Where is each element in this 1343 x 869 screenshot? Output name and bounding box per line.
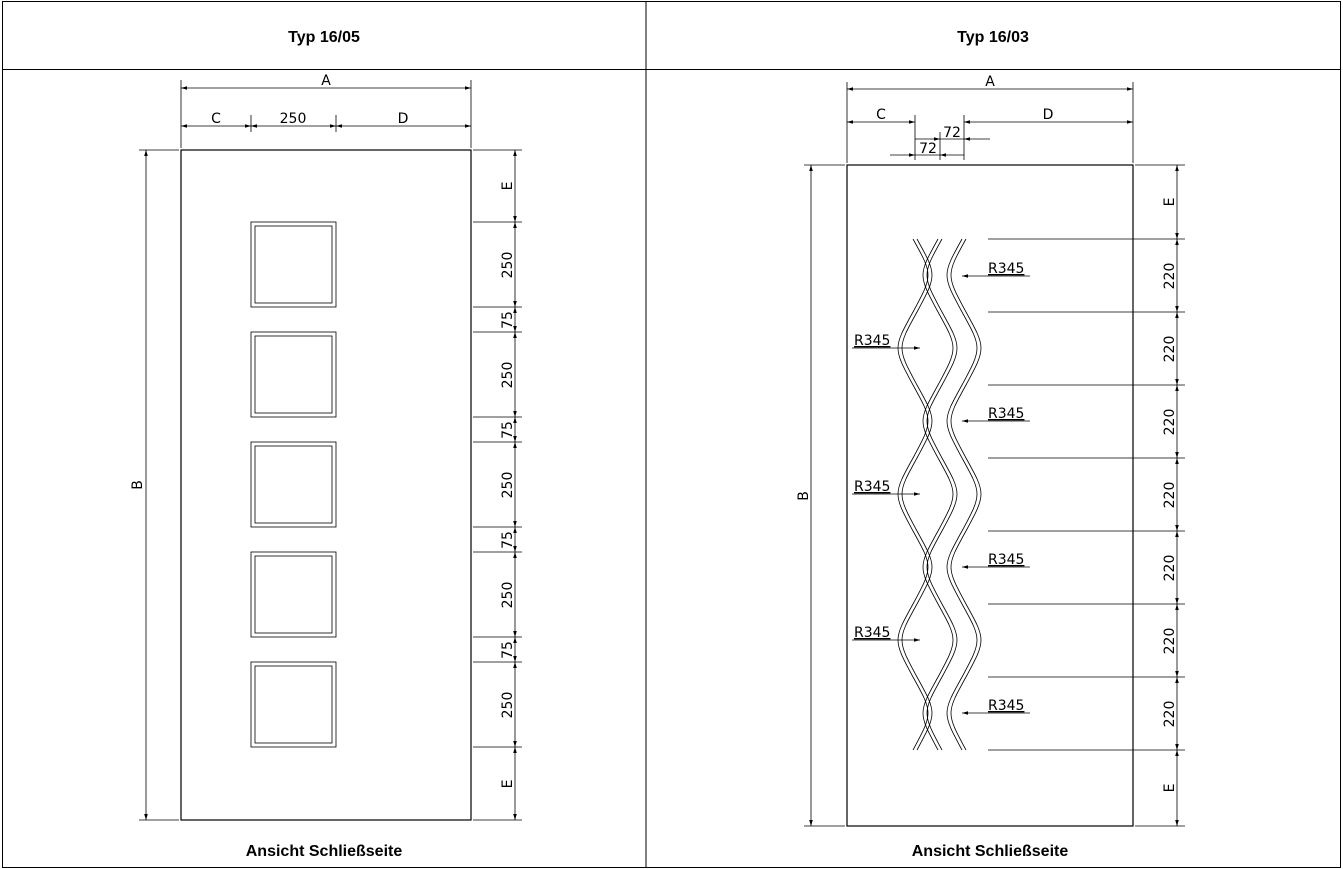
dim-b: B (796, 164, 845, 827)
window (250, 551, 337, 638)
window (250, 221, 337, 308)
dim-label-segment: 220 (1162, 701, 1178, 728)
radius-label: R345 (988, 406, 1024, 422)
windows (250, 221, 337, 748)
radius-callouts: R345 R345 R345 R345 R345 R345 R345 (852, 261, 1030, 715)
dim-label-e-bottom: E (500, 780, 516, 789)
panel-title-left: Typ 16/05 (288, 29, 360, 46)
door-drawing-16-05: A C 250 D B (130, 73, 522, 860)
dim-chain-right: E 250 75 250 75 250 75 250 75 250 E (473, 149, 522, 821)
dim-label-gap: 75 (500, 641, 516, 659)
dim-a: A (846, 74, 1134, 163)
dim-label-c: C (211, 111, 221, 127)
dim-label-window-width: 250 (280, 111, 307, 127)
door-outline (180, 149, 472, 821)
panel-caption-right: Ansicht Schließseite (912, 843, 1069, 860)
dim-label-e-top: E (500, 182, 516, 191)
dim-label-e-bottom: E (1162, 784, 1178, 793)
dim-row-cd: C D (847, 107, 1133, 160)
window (250, 331, 337, 418)
dim-label-window-height: 250 (500, 362, 516, 389)
dim-label-b: B (130, 480, 146, 490)
door-drawing-16-03: A C D 72 72 B (796, 74, 1185, 860)
dim-label-a: A (321, 73, 331, 89)
dim-label-window-height: 250 (500, 472, 516, 499)
dim-label-gap: 75 (500, 531, 516, 549)
radius-label: R345 (988, 552, 1024, 568)
dim-label-d: D (398, 111, 409, 127)
window (250, 661, 337, 748)
dim-label-segment: 220 (1162, 482, 1178, 509)
panel-caption-left: Ansicht Schließseite (246, 843, 403, 860)
dim-label-e-top: E (1162, 198, 1178, 207)
dim-label-gap: 75 (500, 311, 516, 329)
radius-label: R345 (988, 261, 1024, 277)
radius-label: R345 (854, 333, 890, 349)
dim-a: A (180, 73, 472, 148)
dim-label-b: B (796, 491, 812, 501)
dim-label-gap: 75 (500, 421, 516, 439)
radius-label: R345 (854, 479, 890, 495)
dim-label-segment: 220 (1162, 336, 1178, 363)
dim-label-window-height: 250 (500, 692, 516, 719)
dim-label-segment: 220 (1162, 263, 1178, 290)
radius-label: R345 (854, 625, 890, 641)
radius-label: R345 (988, 698, 1024, 714)
dim-groove-spacing: 72 72 (890, 125, 990, 160)
dim-label-d: D (1043, 107, 1054, 123)
dim-label-segment: 220 (1162, 628, 1178, 655)
dim-label-a: A (985, 74, 995, 90)
door-outline (846, 164, 1134, 827)
wavy-grooves (897, 238, 982, 751)
dim-label-c: C (876, 107, 886, 123)
dim-label-spacing-upper: 72 (943, 125, 961, 141)
dim-row-cd: C 250 D (181, 111, 471, 132)
dim-label-window-height: 250 (500, 582, 516, 609)
dim-label-spacing-lower: 72 (919, 141, 937, 157)
window (250, 441, 337, 528)
dim-label-segment: 220 (1162, 555, 1178, 582)
dim-b: B (130, 149, 179, 821)
dim-label-segment: 220 (1162, 409, 1178, 436)
dim-chain-right: E 220 220 220 220 220 220 220 E (988, 164, 1185, 827)
panel-title-right: Typ 16/03 (957, 29, 1029, 46)
dim-label-window-height: 250 (500, 252, 516, 279)
